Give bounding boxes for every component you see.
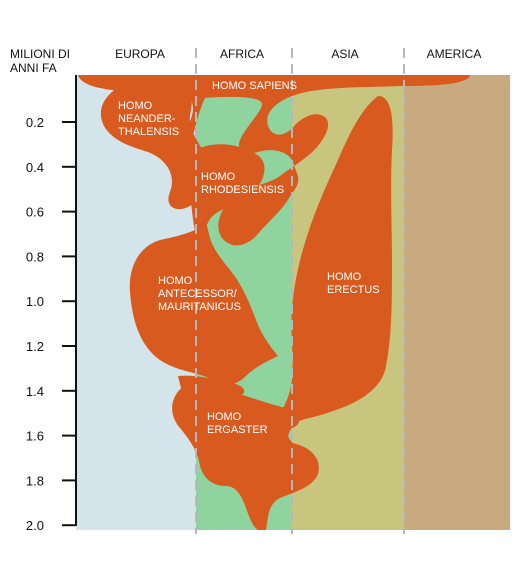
y-tick-label: 1.6 <box>26 429 44 444</box>
region-dividers <box>195 48 405 534</box>
region-label-asia: ASIA <box>331 47 358 61</box>
label-neanderthalensis-line1: HOMO <box>118 100 153 112</box>
homo-sapiens-area <box>78 75 470 246</box>
species-labels: HOMO SAPIENS HOMO NEANDER- THALENSIS HOM… <box>118 80 380 436</box>
label-erectus-line2: ERECTUS <box>327 284 380 296</box>
label-ergaster-line2: ERGASTER <box>207 424 268 436</box>
y-tick-label: 1.4 <box>26 384 44 399</box>
y-tick-label: 1.8 <box>26 473 44 488</box>
label-antecessor-line3: MAURITANICUS <box>158 301 241 313</box>
y-tick-label: 0.8 <box>26 249 44 264</box>
homo-antecessor-area <box>129 222 278 385</box>
y-tick-label: 1.0 <box>26 294 44 309</box>
y-axis-ticks: 0.2 0.4 0.6 0.8 1.0 1.2 1.4 1.6 1.8 2.0 <box>26 115 76 533</box>
label-rhodesiensis-line1: HOMO <box>201 171 236 183</box>
axis-title-line2: ANNI FA <box>10 61 57 75</box>
label-ergaster-line1: HOMO <box>207 411 242 423</box>
label-erectus-line1: HOMO <box>327 271 362 283</box>
axis-title-line1: MILIONI DI <box>10 47 70 61</box>
species-areas <box>78 75 470 530</box>
region-label-america: AMERICA <box>427 47 482 61</box>
homo-rhodesiensis-area <box>190 144 265 236</box>
y-tick-label: 2.0 <box>26 518 44 533</box>
y-tick-label: 0.6 <box>26 205 44 220</box>
y-tick-label: 0.2 <box>26 115 44 130</box>
label-neanderthalensis-line3: THALENSIS <box>118 126 179 138</box>
homo-neanderthalensis-area <box>100 86 210 210</box>
region-label-africa: AFRICA <box>220 47 264 61</box>
region-label-europa: EUROPA <box>115 47 165 61</box>
label-antecessor-line1: HOMO <box>158 275 193 287</box>
america-background <box>404 75 510 530</box>
y-tick-label: 1.2 <box>26 339 44 354</box>
label-neanderthalensis-line2: NEANDER- <box>118 113 176 125</box>
label-rhodesiensis-line2: RHODESIENSIS <box>201 184 284 196</box>
label-antecessor-line2: ANTECESSOR/ <box>158 288 238 300</box>
y-tick-label: 0.4 <box>26 160 44 175</box>
label-homo-sapiens: HOMO SAPIENS <box>212 80 297 92</box>
homo-erectus-area <box>272 96 393 448</box>
